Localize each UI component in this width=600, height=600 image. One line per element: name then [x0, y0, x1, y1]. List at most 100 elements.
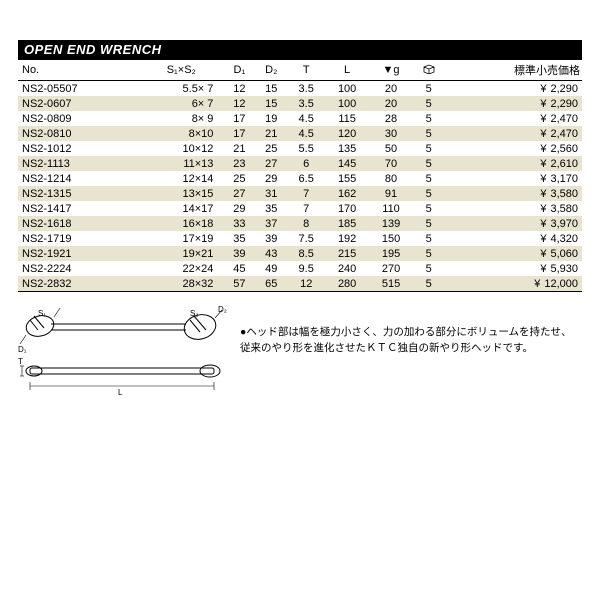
- cell-box: 5: [413, 231, 444, 246]
- cell-t: 9.5: [287, 261, 325, 276]
- cell-s: 28×32: [139, 276, 223, 292]
- cell-t: 5.5: [287, 141, 325, 156]
- cell-price: ¥2,290: [444, 81, 582, 97]
- cell-no: NS2-1618: [18, 216, 139, 231]
- cell-g: 515: [369, 276, 413, 292]
- section-title: OPEN END WRENCH: [18, 40, 582, 59]
- cell-box: 5: [413, 246, 444, 261]
- cell-s: 11×13: [139, 156, 223, 171]
- cell-g: 91: [369, 186, 413, 201]
- cell-box: 5: [413, 216, 444, 231]
- cell-box: 5: [413, 201, 444, 216]
- cell-d1: 21: [223, 141, 255, 156]
- col-t: T: [287, 60, 325, 81]
- cell-d2: 49: [255, 261, 287, 276]
- col-d1: D₁: [223, 60, 255, 81]
- cell-d1: 17: [223, 111, 255, 126]
- cell-d2: 35: [255, 201, 287, 216]
- cell-d1: 27: [223, 186, 255, 201]
- label-l: L: [118, 388, 123, 396]
- table-row: NS2-06076× 712153.5100205¥2,290: [18, 96, 582, 111]
- cell-price: ¥12,000: [444, 276, 582, 292]
- cell-d1: 12: [223, 81, 255, 97]
- cell-d1: 25: [223, 171, 255, 186]
- cell-d2: 65: [255, 276, 287, 292]
- cell-box: 5: [413, 261, 444, 276]
- cell-l: 192: [325, 231, 369, 246]
- cell-d1: 29: [223, 201, 255, 216]
- table-row: NS2-141714×17293571701105¥3,580: [18, 201, 582, 216]
- cell-s: 14×17: [139, 201, 223, 216]
- label-t: T: [18, 357, 23, 366]
- cell-box: 5: [413, 276, 444, 292]
- cell-t: 7: [287, 186, 325, 201]
- cell-l: 135: [325, 141, 369, 156]
- cell-g: 110: [369, 201, 413, 216]
- cell-box: 5: [413, 126, 444, 141]
- cell-t: 4.5: [287, 126, 325, 141]
- cell-s: 12×14: [139, 171, 223, 186]
- cell-l: 100: [325, 81, 369, 97]
- cell-t: 6: [287, 156, 325, 171]
- cell-l: 155: [325, 171, 369, 186]
- cell-price: ¥4,320: [444, 231, 582, 246]
- col-g: ▼g: [369, 60, 413, 81]
- cell-d2: 39: [255, 231, 287, 246]
- table-row: NS2-055075.5× 712153.5100205¥2,290: [18, 81, 582, 97]
- table-row: NS2-08098× 917194.5115285¥2,470: [18, 111, 582, 126]
- cell-no: NS2-1012: [18, 141, 139, 156]
- cell-g: 30: [369, 126, 413, 141]
- cell-t: 4.5: [287, 111, 325, 126]
- cell-box: 5: [413, 81, 444, 97]
- label-s2: S₂: [190, 309, 198, 318]
- cell-d1: 12: [223, 96, 255, 111]
- cell-d1: 57: [223, 276, 255, 292]
- cell-l: 170: [325, 201, 369, 216]
- cell-box: 5: [413, 156, 444, 171]
- cell-l: 115: [325, 111, 369, 126]
- col-s1s2: S₁×S₂: [139, 60, 223, 81]
- table-row: NS2-171917×1935397.51921505¥4,320: [18, 231, 582, 246]
- cell-price: ¥2,610: [444, 156, 582, 171]
- cell-price: ¥2,560: [444, 141, 582, 156]
- cell-d1: 23: [223, 156, 255, 171]
- table-row: NS2-08108×1017214.5120305¥2,470: [18, 126, 582, 141]
- cell-price: ¥5,060: [444, 246, 582, 261]
- cell-price: ¥3,580: [444, 186, 582, 201]
- cell-d2: 25: [255, 141, 287, 156]
- col-d2: D₂: [255, 60, 287, 81]
- cell-price: ¥2,470: [444, 111, 582, 126]
- cell-s: 8× 9: [139, 111, 223, 126]
- label-d1: D₁: [18, 345, 27, 354]
- table-row: NS2-111311×1323276145705¥2,610: [18, 156, 582, 171]
- cell-g: 20: [369, 81, 413, 97]
- cell-price: ¥3,580: [444, 201, 582, 216]
- col-box: [413, 60, 444, 81]
- cell-t: 8: [287, 216, 325, 231]
- cell-price: ¥3,170: [444, 171, 582, 186]
- cell-no: NS2-1315: [18, 186, 139, 201]
- cell-t: 6.5: [287, 171, 325, 186]
- spec-table: No. S₁×S₂ D₁ D₂ T L ▼g 標準小売価格 NS2-055075…: [18, 59, 582, 292]
- cell-d1: 39: [223, 246, 255, 261]
- cell-s: 5.5× 7: [139, 81, 223, 97]
- cell-t: 8.5: [287, 246, 325, 261]
- cell-no: NS2-1417: [18, 201, 139, 216]
- cell-price: ¥3,970: [444, 216, 582, 231]
- table-row: NS2-161816×18333781851395¥3,970: [18, 216, 582, 231]
- cell-d1: 33: [223, 216, 255, 231]
- cell-l: 215: [325, 246, 369, 261]
- cell-g: 50: [369, 141, 413, 156]
- cell-t: 3.5: [287, 81, 325, 97]
- cell-s: 16×18: [139, 216, 223, 231]
- cell-l: 100: [325, 96, 369, 111]
- cell-box: 5: [413, 186, 444, 201]
- cell-no: NS2-05507: [18, 81, 139, 97]
- cell-price: ¥5,930: [444, 261, 582, 276]
- cell-no: NS2-2224: [18, 261, 139, 276]
- cell-l: 280: [325, 276, 369, 292]
- cell-g: 70: [369, 156, 413, 171]
- cell-no: NS2-1719: [18, 231, 139, 246]
- table-row: NS2-121412×1425296.5155805¥3,170: [18, 171, 582, 186]
- cell-l: 162: [325, 186, 369, 201]
